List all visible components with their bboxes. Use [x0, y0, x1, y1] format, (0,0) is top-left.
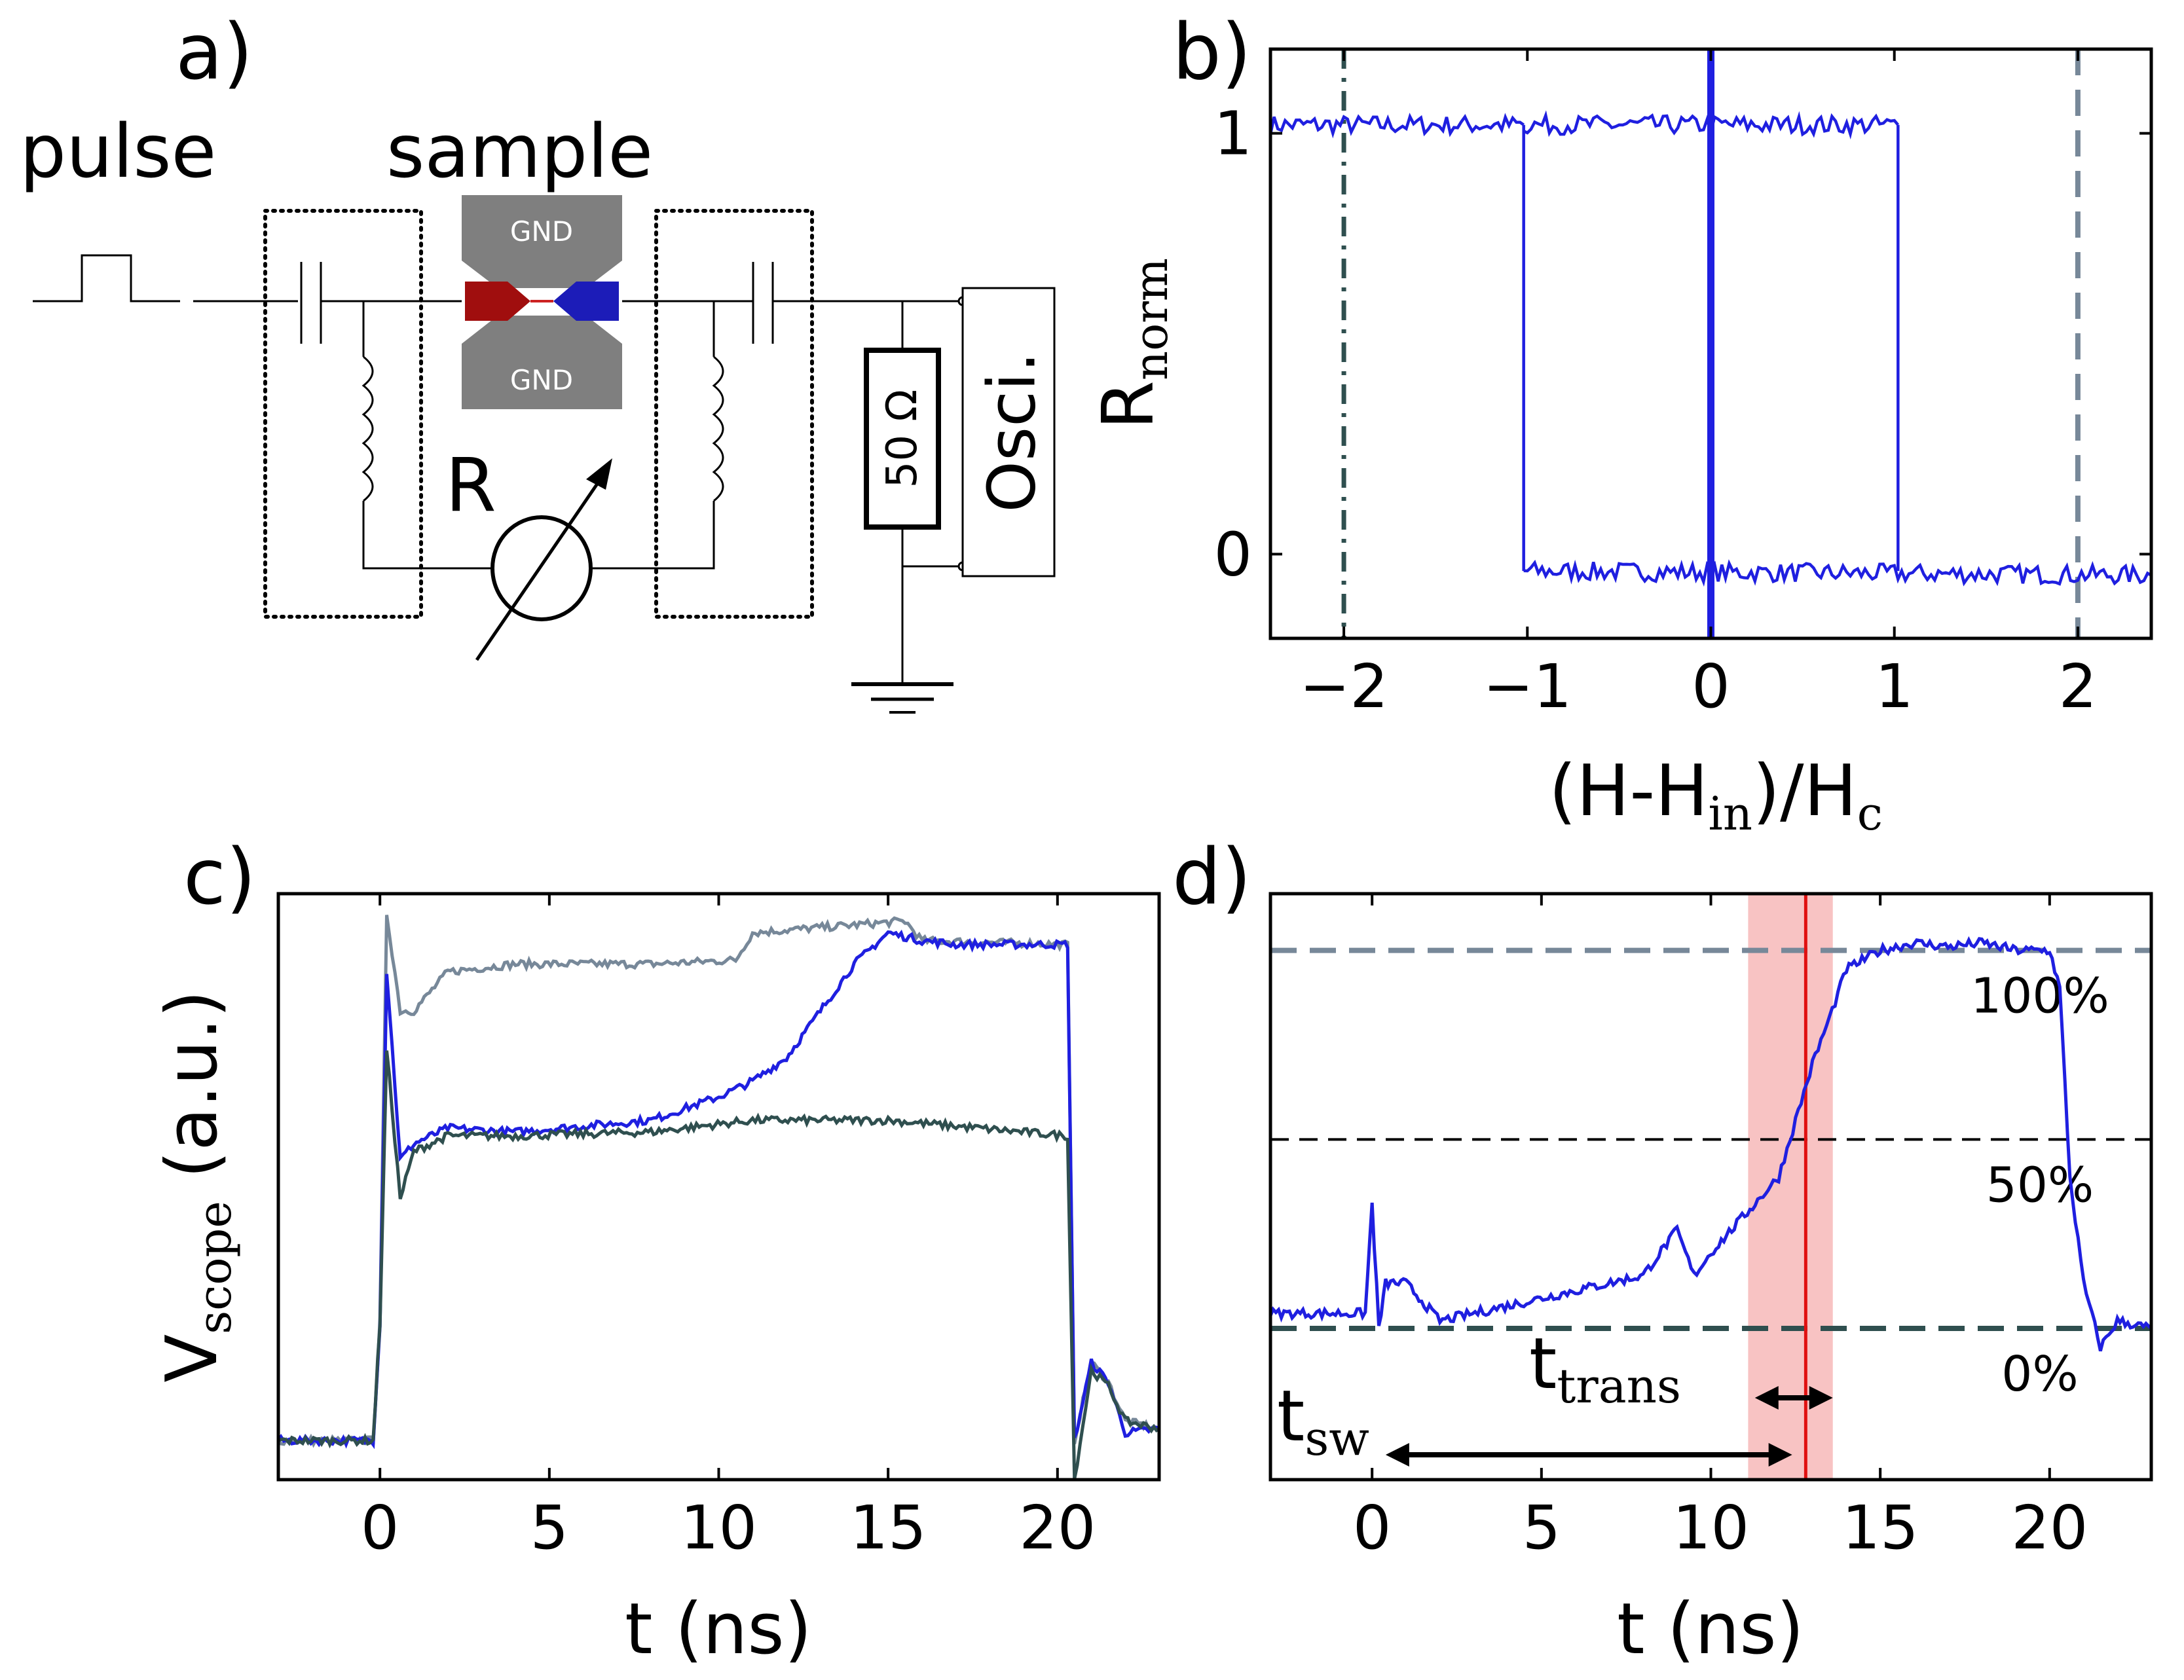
panel-c-xlabel: t (ns)	[625, 1588, 812, 1670]
panel-c-series-2	[278, 1050, 1160, 1480]
panel-b-hysteresis-segment-2	[1523, 559, 2153, 587]
panel-b-xtick-label: 0	[1692, 651, 1730, 721]
bias-tee-right-box	[654, 209, 814, 619]
meter-arrow-shaft	[475, 470, 608, 661]
resistance-label: R	[445, 443, 496, 528]
panel-d-xtick-label: 10	[1673, 1493, 1749, 1563]
resistor-label: 50 Ω	[878, 390, 927, 488]
panel-b-ytick-label: 0	[1213, 519, 1252, 589]
panel-d-series-0	[1268, 936, 2153, 1352]
wire-left-bottom	[362, 501, 491, 570]
sample-electrode-left	[465, 282, 530, 321]
resistor-50ohm	[864, 348, 941, 530]
panel-d-arrow-head-right-0	[1768, 1443, 1792, 1467]
wire-right-bottom	[593, 501, 715, 570]
panel-d-arrow-head-left-0	[1385, 1443, 1409, 1467]
resistance-meter	[490, 515, 593, 621]
inductor-left-coil	[361, 356, 374, 502]
panel-b-xtick-label: 2	[2059, 651, 2098, 721]
pulse-label: pulse	[20, 109, 216, 194]
panel-d-xtick-label: 20	[2011, 1493, 2088, 1563]
sample-electrode-right	[553, 282, 619, 321]
panel-b-hysteresis-segment-0	[1268, 113, 1525, 139]
panel-b-xtick-label: −1	[1483, 651, 1572, 721]
panel-d-transition-span	[1748, 894, 1833, 1480]
panel-d-annotation-1: ttrans	[1529, 1323, 1681, 1414]
panel-c-xtick-label: 10	[680, 1493, 757, 1563]
inductor-right-coil	[712, 356, 724, 502]
panel-d-annotation-0: tsw	[1277, 1376, 1369, 1466]
panel-d-ticks: 0 5 10 15 20	[1353, 894, 2088, 1563]
panel-d-hline-label-2: 0%	[2001, 1346, 2078, 1402]
panel-b-ticks: −2 −1 0 1 2 0 1	[1213, 49, 2151, 721]
pulse-shape	[33, 254, 180, 302]
sample-gnd-top-taper	[462, 261, 622, 288]
panel-label-a: a)	[176, 7, 253, 97]
panel-c-xtick-label: 15	[850, 1493, 927, 1563]
panel-b-xtick-label: −2	[1299, 651, 1388, 721]
gnd-bottom-label: GND	[510, 364, 573, 396]
gnd-top-label: GND	[510, 215, 573, 247]
panel-d-xtick-label: 5	[1523, 1493, 1561, 1563]
panel-d-xtick-label: 15	[1842, 1493, 1919, 1563]
oscilloscope-label: Osci.	[974, 352, 1050, 512]
sample-gnd-top	[462, 195, 622, 261]
panel-label-c: c)	[183, 831, 256, 922]
panel-b-plot-area	[1268, 49, 2153, 638]
sample-label: sample	[386, 109, 653, 194]
panel-c-ylabel: Vscope (a.u.)	[151, 990, 242, 1382]
panel-c-chart: 0 5 10 15 20 t (ns) Vscope (a.u.)	[151, 892, 1161, 1670]
panel-c-series-1	[276, 929, 1160, 1450]
panel-b-hysteresis-segment-3	[1523, 110, 1900, 140]
panel-c-xtick-label: 20	[1019, 1493, 1096, 1563]
panel-d-chart: 100% 50% 0% 0 5 10 15 20 t (ns) tsw ttrans	[1268, 892, 2153, 1670]
meter-arrow-head	[586, 458, 612, 490]
panel-d-plot-area: 100% 50% 0%	[1268, 894, 2153, 1480]
panel-label-d: d)	[1172, 831, 1251, 922]
sample-gnd-bottom	[462, 344, 622, 409]
panel-c-frame	[276, 892, 1161, 1482]
bias-tee-left-box	[263, 209, 423, 619]
panel-d-arrow-head-left-1	[1754, 1386, 1779, 1410]
panel-b-ylabel: Rnorm	[1088, 258, 1178, 429]
oscilloscope-box	[961, 287, 1056, 577]
sample-gnd-bottom-taper	[462, 316, 622, 344]
panel-d-arrow-head-right-1	[1809, 1386, 1833, 1410]
panel-b-ytick-label: 1	[1213, 99, 1252, 169]
panel-d-hline-label-1: 50%	[1986, 1157, 2094, 1213]
wire-resistor-bottom	[901, 527, 963, 568]
panel-d-xtick-label: 0	[1353, 1493, 1392, 1563]
panel-c-xtick-label: 5	[530, 1493, 569, 1563]
panel-c-series-0	[276, 915, 1160, 1448]
panel-c-ticks: 0 5 10 15 20	[361, 894, 1096, 1563]
panel-d-hline-label-0: 100%	[1971, 968, 2109, 1025]
panel-c-xtick-label: 0	[361, 1493, 399, 1563]
panel-d-xlabel: t (ns)	[1617, 1588, 1804, 1670]
panel-c-plot-area	[276, 915, 1160, 1480]
panel-label-b: b)	[1172, 7, 1251, 97]
circuit-diagram: pulse sample GND GND	[20, 109, 1056, 714]
panel-b-chart: −2 −1 0 1 2 0 1 (H-Hin)/Hc Rnorm	[1088, 47, 2153, 841]
panel-b-xlabel: (H-Hin)/Hc	[1549, 750, 1883, 841]
panel-b-xtick-label: 1	[1875, 651, 1914, 721]
panel-d-annotations: tsw ttrans	[1277, 1323, 1833, 1467]
